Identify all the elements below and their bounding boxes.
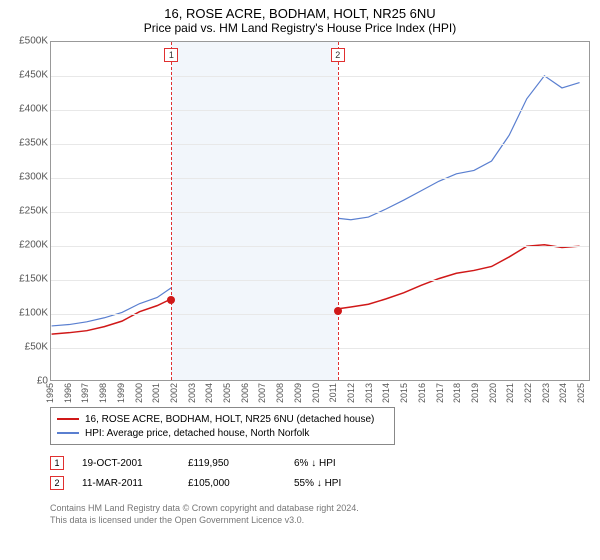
legend-swatch xyxy=(57,432,79,434)
x-tick: 2021 xyxy=(505,383,515,403)
x-tick: 2014 xyxy=(381,383,391,403)
x-tick: 2013 xyxy=(364,383,374,403)
marker-line xyxy=(338,42,339,380)
x-tick: 2018 xyxy=(452,383,462,403)
y-tick: £400K xyxy=(19,104,48,115)
transaction-date: 11-MAR-2011 xyxy=(82,478,170,489)
sale-point xyxy=(334,307,342,315)
y-tick: £150K xyxy=(19,274,48,285)
chart-title: 16, ROSE ACRE, BODHAM, HOLT, NR25 6NU xyxy=(8,6,592,21)
x-tick: 1998 xyxy=(98,383,108,403)
y-tick: £250K xyxy=(19,206,48,217)
x-tick: 2022 xyxy=(523,383,533,403)
x-tick: 2020 xyxy=(488,383,498,403)
x-tick: 2002 xyxy=(169,383,179,403)
y-tick: £500K xyxy=(19,36,48,47)
x-tick: 2003 xyxy=(187,383,197,403)
x-tick: 2008 xyxy=(275,383,285,403)
shade-region xyxy=(171,42,337,380)
disclaimer-line1: Contains HM Land Registry data © Crown c… xyxy=(50,503,592,515)
transaction-delta: 55% ↓ HPI xyxy=(294,478,382,489)
plot-inner: 12 xyxy=(50,41,590,381)
chart-subtitle: Price paid vs. HM Land Registry's House … xyxy=(8,21,592,35)
marker-badge: 2 xyxy=(331,48,345,62)
transaction-price: £119,950 xyxy=(188,458,276,469)
transaction-badge: 1 xyxy=(50,456,64,470)
transactions-table: 1 19-OCT-2001 £119,950 6% ↓ HPI 2 11-MAR-2011… xyxy=(50,453,592,493)
legend: 16, ROSE ACRE, BODHAM, HOLT, NR25 6NU (d… xyxy=(50,407,395,445)
transaction-row: 2 11-MAR-2011 £105,000 55% ↓ HPI xyxy=(50,473,592,493)
legend-item: HPI: Average price, detached house, Nort… xyxy=(57,426,388,440)
y-tick: £200K xyxy=(19,240,48,251)
y-tick: £100K xyxy=(19,308,48,319)
x-tick: 2009 xyxy=(293,383,303,403)
transaction-row: 1 19-OCT-2001 £119,950 6% ↓ HPI xyxy=(50,453,592,473)
transaction-price: £105,000 xyxy=(188,478,276,489)
transaction-delta: 6% ↓ HPI xyxy=(294,458,382,469)
x-tick: 2010 xyxy=(311,383,321,403)
chart-area: 12 £0£50K£100K£150K£200K£250K£300K£350K£… xyxy=(40,41,600,401)
y-tick: £300K xyxy=(19,172,48,183)
x-tick: 2000 xyxy=(134,383,144,403)
x-tick: 1997 xyxy=(80,383,90,403)
x-tick: 2017 xyxy=(435,383,445,403)
transaction-badge: 2 xyxy=(50,476,64,490)
x-tick: 1995 xyxy=(45,383,55,403)
x-tick: 2012 xyxy=(346,383,356,403)
x-tick: 2016 xyxy=(417,383,427,403)
x-tick: 2005 xyxy=(222,383,232,403)
x-tick: 2007 xyxy=(257,383,267,403)
x-tick: 2011 xyxy=(328,383,338,402)
x-tick: 1996 xyxy=(63,383,73,403)
x-tick: 2023 xyxy=(541,383,551,403)
legend-item: 16, ROSE ACRE, BODHAM, HOLT, NR25 6NU (d… xyxy=(57,412,388,426)
x-tick: 2025 xyxy=(576,383,586,403)
legend-label: HPI: Average price, detached house, Nort… xyxy=(85,428,309,439)
y-tick: £450K xyxy=(19,70,48,81)
transaction-date: 19-OCT-2001 xyxy=(82,458,170,469)
x-tick: 2006 xyxy=(240,383,250,403)
x-tick: 2019 xyxy=(470,383,480,403)
x-tick: 2024 xyxy=(558,383,568,403)
x-tick: 2001 xyxy=(151,383,161,403)
x-tick: 2015 xyxy=(399,383,409,403)
x-tick: 1999 xyxy=(116,383,126,403)
x-tick: 2004 xyxy=(204,383,214,403)
disclaimer-line2: This data is licensed under the Open Gov… xyxy=(50,515,592,527)
sale-point xyxy=(167,296,175,304)
legend-label: 16, ROSE ACRE, BODHAM, HOLT, NR25 6NU (d… xyxy=(85,414,374,425)
marker-line xyxy=(171,42,172,380)
marker-badge: 1 xyxy=(164,48,178,62)
disclaimer: Contains HM Land Registry data © Crown c… xyxy=(50,503,592,526)
legend-swatch xyxy=(57,418,79,420)
y-tick: £50K xyxy=(25,342,48,353)
y-tick: £350K xyxy=(19,138,48,149)
